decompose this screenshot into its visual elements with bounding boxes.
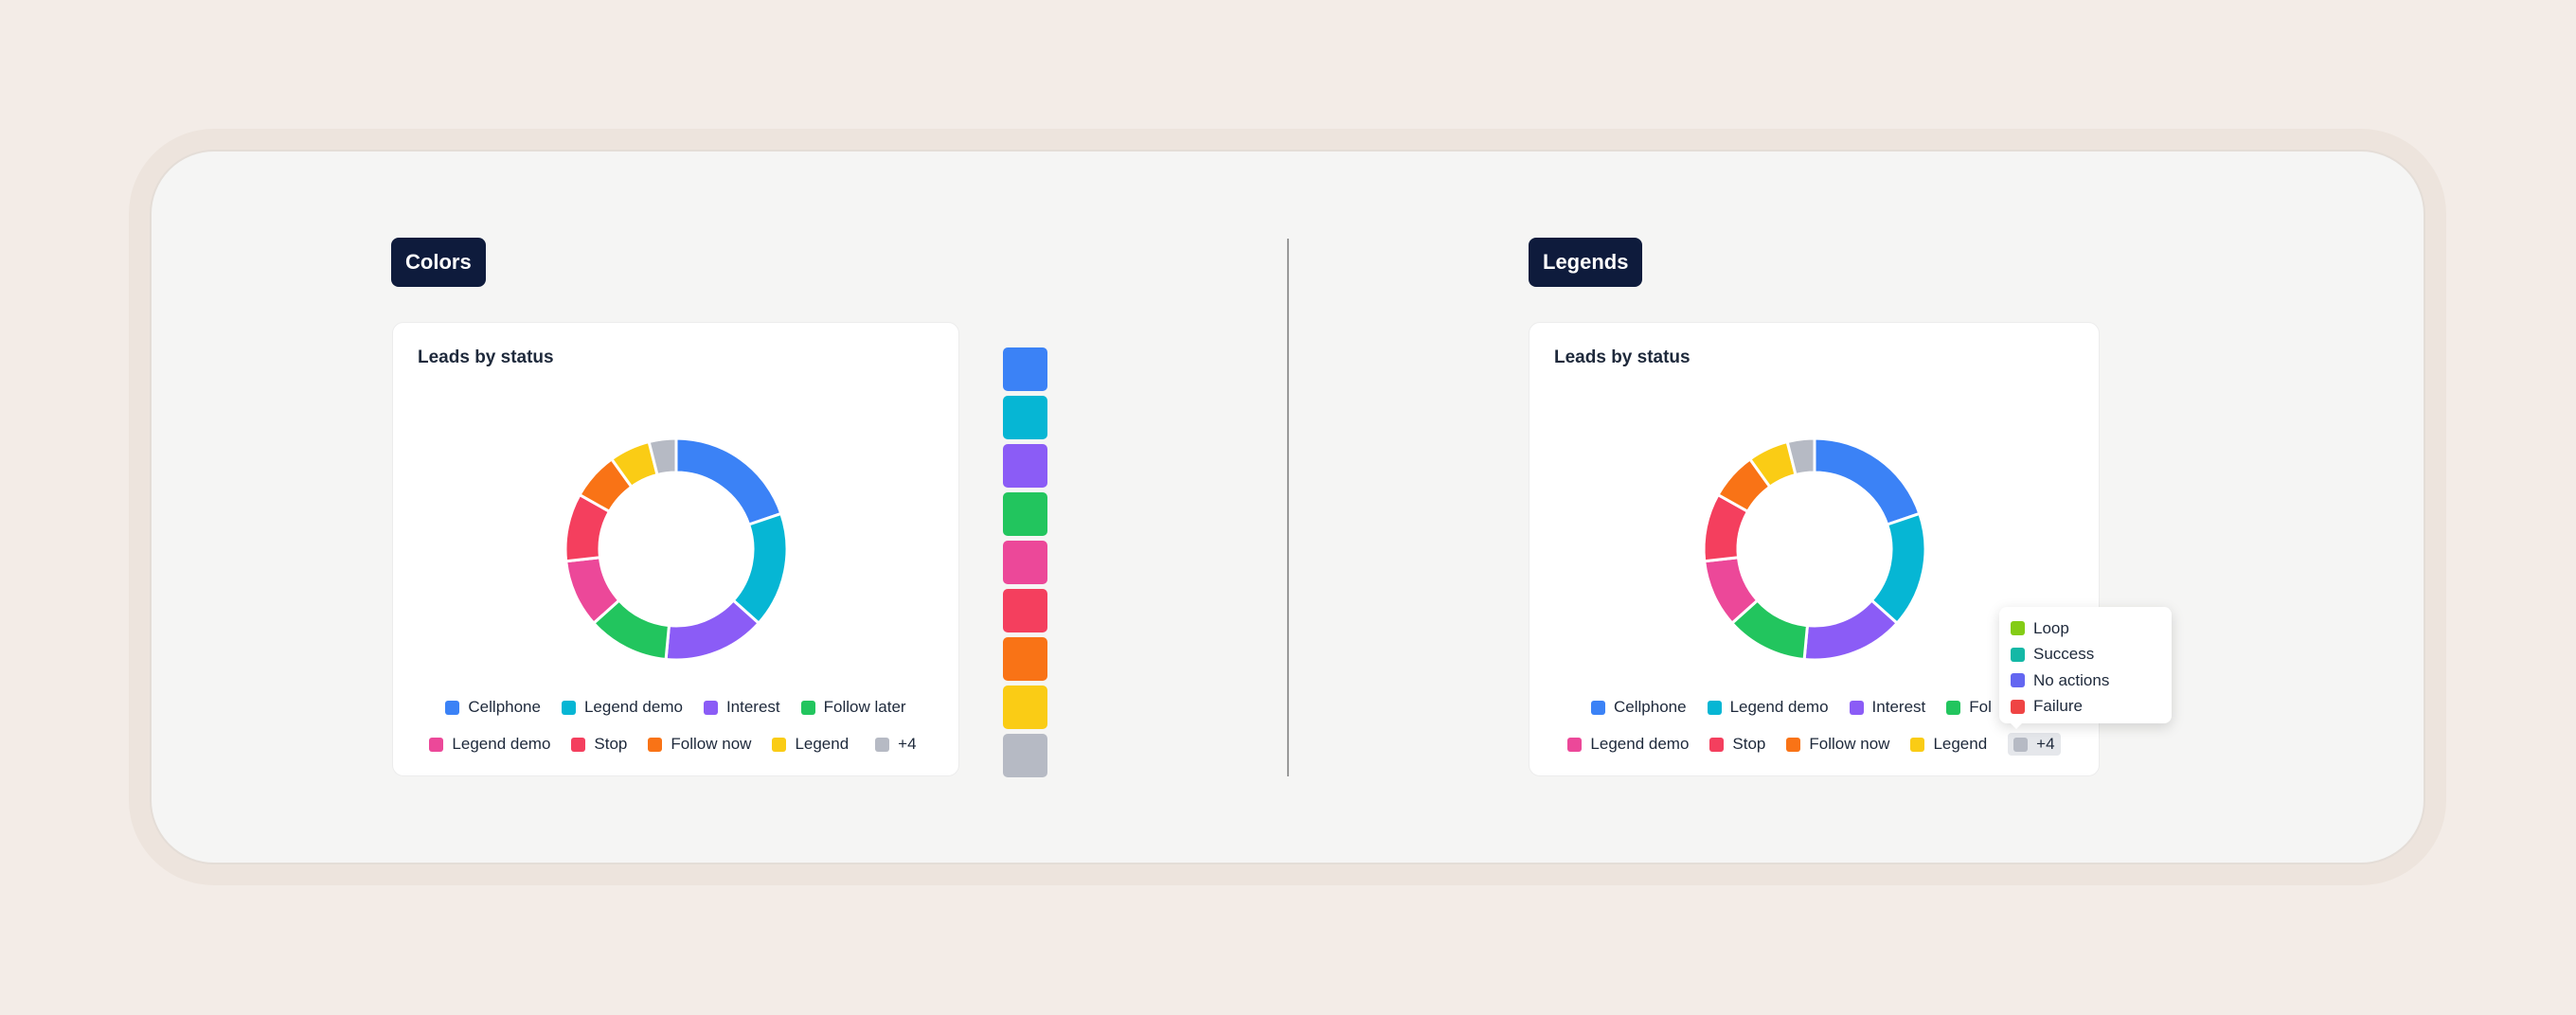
legend-more-toggle[interactable]: +4 [2008,733,2061,756]
legend-row-2: Legend demo Stop Follow now Legend +4 [1530,733,2099,756]
legend-swatch [772,737,787,752]
legend-label: Cellphone [1614,698,1687,716]
legend-label: Legend demo [1590,735,1690,753]
color-swatch [1003,637,1047,681]
legend-label: Stop [594,735,628,753]
legend-row-1-clip: Cellphone Legend demo Interest Follow later [1530,698,1992,721]
legend-label: Interest [1871,698,1926,716]
chart-title: Leads by status [1554,347,1690,367]
color-swatch [1003,347,1047,391]
section-divider [1287,239,1289,776]
tooltip-label: Success [2033,645,2095,664]
legend-swatch [1709,737,1725,752]
donut-slice[interactable] [1802,597,1900,662]
legend-item[interactable]: Follow later [1946,698,1992,717]
legend-item[interactable]: Cellphone [1591,698,1687,717]
donut-chart [1702,436,1927,662]
legend-label: Follow now [1809,735,1890,753]
legend-item[interactable]: Follow now [1786,733,1889,756]
legend-item[interactable]: Legend [1910,733,1987,756]
legend-label: Legend [795,735,850,753]
color-swatch [1003,734,1047,777]
legend-label: Cellphone [468,698,541,716]
tooltip-item: Loop [2011,615,2172,642]
donut-slice[interactable] [1813,436,1922,526]
color-swatch-column [1003,347,1047,777]
legend-swatch [1849,700,1864,715]
legend-swatch [800,700,815,715]
legend-item[interactable]: Legend demo [1707,698,1829,717]
legend-swatch [1567,737,1583,752]
color-swatch [1003,444,1047,488]
legend-row-2: Legend demo Stop Follow now Legend +4 [393,733,958,756]
color-swatch [1003,541,1047,584]
legend-item[interactable]: Legend demo [561,698,683,717]
legend-swatch [561,700,576,715]
legend-label: +4 [2036,735,2055,753]
tooltip-label: Loop [2033,618,2069,637]
legend-item[interactable]: Follow now [648,733,751,756]
legend-swatch [1786,737,1801,752]
legend-label: Legend [1933,735,1988,753]
tooltip-label: No actions [2033,670,2110,689]
legend-label: Follow now [671,735,752,753]
legend-label: +4 [898,735,917,753]
tooltip-swatch [2011,699,2025,714]
color-swatch [1003,492,1047,536]
legend-item[interactable]: Stop [1709,733,1765,756]
legend-swatch [1910,737,1925,752]
legend-label: Legend demo [1729,698,1829,716]
tooltip-item: Success [2011,642,2172,668]
tooltip-item: Failure [2011,694,2172,721]
donut-slice[interactable] [674,436,783,526]
legend-item[interactable]: Legend demo [429,733,550,756]
legend-swatch [429,737,444,752]
legend-swatch [1707,700,1722,715]
tooltip-label: Failure [2033,697,2083,716]
color-swatch [1003,396,1047,439]
legend-swatch [2013,737,2029,752]
legend-swatch [648,737,663,752]
donut-slice[interactable] [664,597,761,662]
legend-swatch [571,737,586,752]
legend-row-1: Cellphone Legend demo Interest Follow later [393,698,958,717]
color-swatch [1003,589,1047,632]
color-swatch [1003,686,1047,729]
tooltip-swatch [2011,673,2025,688]
legend-label: Follow later [823,698,906,716]
legend-item[interactable]: Cellphone [445,698,541,717]
legend-more-toggle[interactable]: +4 [869,733,921,756]
legend-item[interactable]: Follow later [800,698,906,717]
tooltip-item: No actions [2011,668,2172,694]
chart-title: Leads by status [418,347,554,367]
legend-row-1: Cellphone Legend demo Interest Follow later [1591,698,1992,717]
donut-slice[interactable] [1785,436,1816,477]
legend-label: Follow later [1969,698,1992,716]
chart-card-left: Leads by status Cellphone Legend demo Inte… [392,322,959,776]
legend-item[interactable]: Interest [1849,698,1926,717]
legend-item[interactable]: Interest [703,698,780,717]
legend-label: Legend demo [583,698,683,716]
legend-item[interactable]: Legend demo [1567,733,1689,756]
legend-swatch [445,700,460,715]
legend-item[interactable]: Stop [571,733,627,756]
legend-swatch [1591,700,1605,715]
legend-swatch [1946,700,1961,715]
legend-label: Legend demo [452,735,551,753]
legend-label: Stop [1732,735,1766,753]
legend-overflow-tooltip: Loop Success No actions Failure [1999,607,2172,723]
tooltip-caret [2009,721,2024,729]
donut-slice[interactable] [647,436,678,477]
donut-chart [564,436,789,662]
tooltip-swatch [2011,621,2025,636]
tooltip-swatch [2011,647,2025,662]
legend-item[interactable]: Legend [772,733,849,756]
legend-swatch [703,700,718,715]
legend-label: Interest [725,698,780,716]
section-label-legends: Legends [1529,238,1643,287]
legend-swatch [875,737,890,752]
section-label-colors: Colors [391,238,486,287]
